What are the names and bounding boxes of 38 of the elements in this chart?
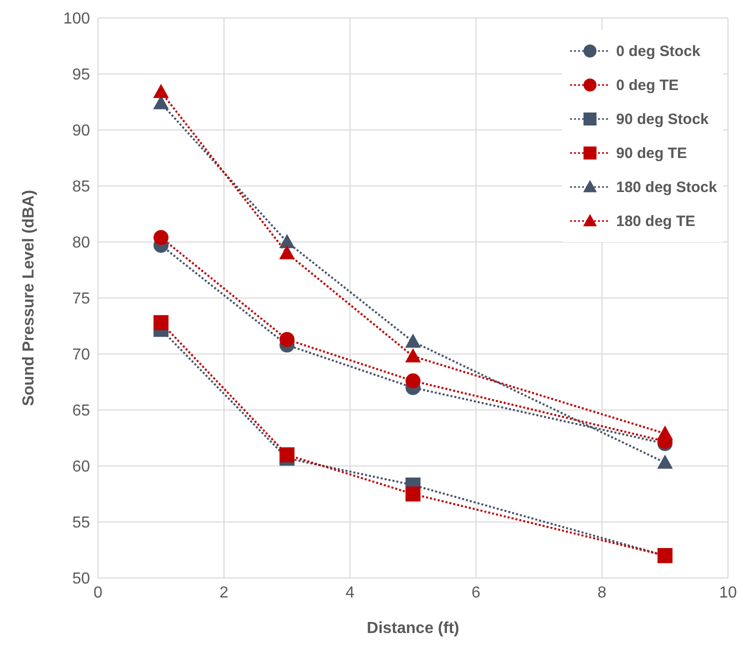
legend-label: 180 deg Stock <box>616 178 717 196</box>
point <box>154 230 168 246</box>
point <box>154 84 168 98</box>
y-tick-label: 50 <box>72 570 90 588</box>
y-tick-label: 95 <box>72 66 90 84</box>
x-tick-label: 4 <box>346 584 355 602</box>
y-tick-label: 75 <box>72 290 90 308</box>
point <box>280 246 294 260</box>
legend-label: 0 deg TE <box>616 76 679 94</box>
y-tick-label: 55 <box>72 514 90 532</box>
y-tick-label: 80 <box>72 234 90 252</box>
legend-label: 90 deg TE <box>616 144 687 162</box>
y-tick-label: 90 <box>72 122 90 140</box>
point <box>658 455 672 469</box>
legend-label: 180 deg TE <box>616 212 696 230</box>
point <box>280 332 294 347</box>
y-axis-title: Sound Pressure Level (dBA) <box>20 190 38 406</box>
point <box>406 486 420 502</box>
y-tick-label: 85 <box>72 178 90 196</box>
x-tick-label: 0 <box>94 584 103 602</box>
x-tick-label: 8 <box>598 584 607 602</box>
y-tick-label: 65 <box>72 402 90 420</box>
point <box>280 234 294 248</box>
x-tick-label: 6 <box>472 584 481 602</box>
point <box>406 334 420 348</box>
y-tick-label: 70 <box>72 346 90 364</box>
legend-label: 90 deg Stock <box>616 110 709 128</box>
x-tick-label: 10 <box>719 584 737 602</box>
point <box>406 373 420 388</box>
legend-label: 0 deg Stock <box>616 42 700 60</box>
point <box>658 426 672 440</box>
x-axis-title: Distance (ft) <box>366 620 460 637</box>
point <box>280 447 294 462</box>
x-tick-label: 2 <box>220 584 229 602</box>
point <box>154 315 168 330</box>
y-tick-label: 60 <box>72 458 90 476</box>
point <box>406 348 420 362</box>
y-tick-label: 100 <box>63 10 90 28</box>
